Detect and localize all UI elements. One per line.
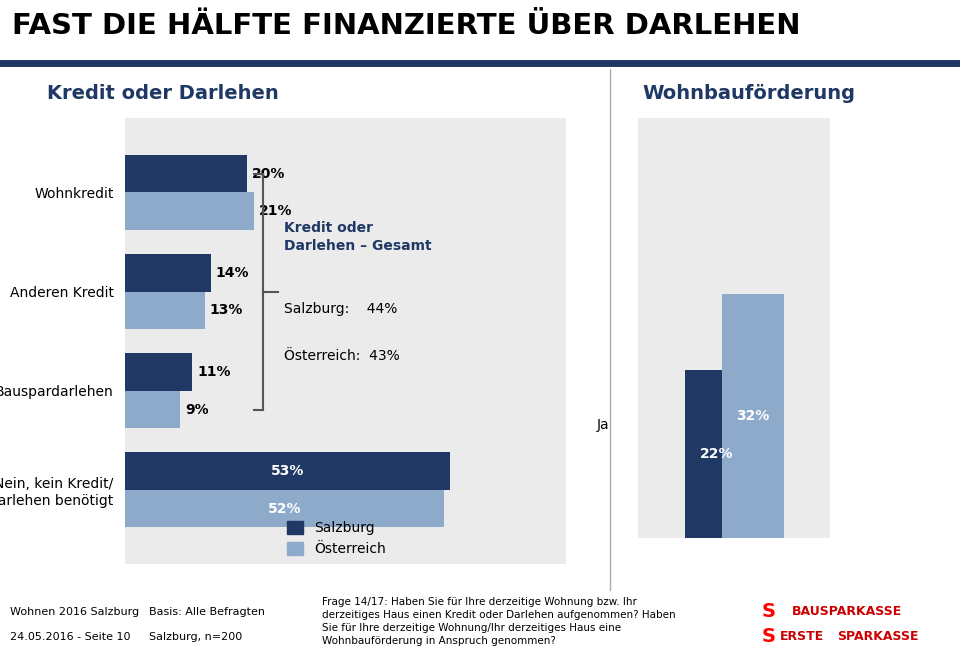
Legend: Salzburg, Österreich: Salzburg, Österreich [281, 516, 392, 562]
Text: 13%: 13% [209, 303, 243, 318]
Bar [125, 291, 204, 329]
Bar [125, 155, 248, 192]
Bar [685, 370, 747, 538]
Text: SPARKASSE: SPARKASSE [837, 630, 919, 643]
Text: Salzburg, n=200: Salzburg, n=200 [149, 632, 242, 642]
Text: S: S [762, 602, 776, 621]
Bar [125, 192, 253, 230]
Text: 52%: 52% [268, 502, 301, 516]
Text: Österreich:  43%: Österreich: 43% [284, 349, 400, 363]
Text: Kredit oder
Darlehen – Gesamt: Kredit oder Darlehen – Gesamt [284, 221, 432, 253]
Text: 24.05.2016 - Seite 10: 24.05.2016 - Seite 10 [10, 632, 131, 642]
Text: Ja: Ja [597, 418, 610, 432]
Text: 9%: 9% [185, 403, 208, 417]
Text: S: S [762, 627, 776, 646]
Text: Wohnen 2016 Salzburg: Wohnen 2016 Salzburg [10, 607, 139, 617]
Text: 53%: 53% [271, 464, 304, 478]
Text: Salzburg:    44%: Salzburg: 44% [284, 302, 397, 316]
Bar [125, 490, 444, 527]
Text: Frage 14/17: Haben Sie für Ihre derzeitige Wohnung bzw. Ihr
derzeitiges Haus ein: Frage 14/17: Haben Sie für Ihre derzeiti… [322, 597, 675, 646]
Bar [722, 294, 783, 538]
Text: Basis: Alle Befragten: Basis: Alle Befragten [149, 607, 265, 617]
Text: 14%: 14% [216, 266, 249, 279]
Text: 32%: 32% [736, 409, 769, 422]
Bar [125, 254, 210, 291]
Bar [125, 353, 192, 391]
Text: BAUSPARKASSE: BAUSPARKASSE [792, 605, 902, 618]
Text: 22%: 22% [700, 447, 732, 461]
Text: 11%: 11% [197, 365, 230, 379]
Text: ERSTE: ERSTE [780, 630, 824, 643]
Text: FAST DIE HÄLFTE FINANZIERTE ÜBER DARLEHEN: FAST DIE HÄLFTE FINANZIERTE ÜBER DARLEHE… [12, 12, 800, 41]
Bar [125, 452, 450, 490]
Text: 21%: 21% [258, 204, 292, 218]
Bar [125, 391, 180, 428]
Text: Wohnbauförderung: Wohnbauförderung [642, 84, 855, 103]
Text: 20%: 20% [252, 167, 286, 180]
Text: Kredit oder Darlehen: Kredit oder Darlehen [47, 84, 279, 103]
